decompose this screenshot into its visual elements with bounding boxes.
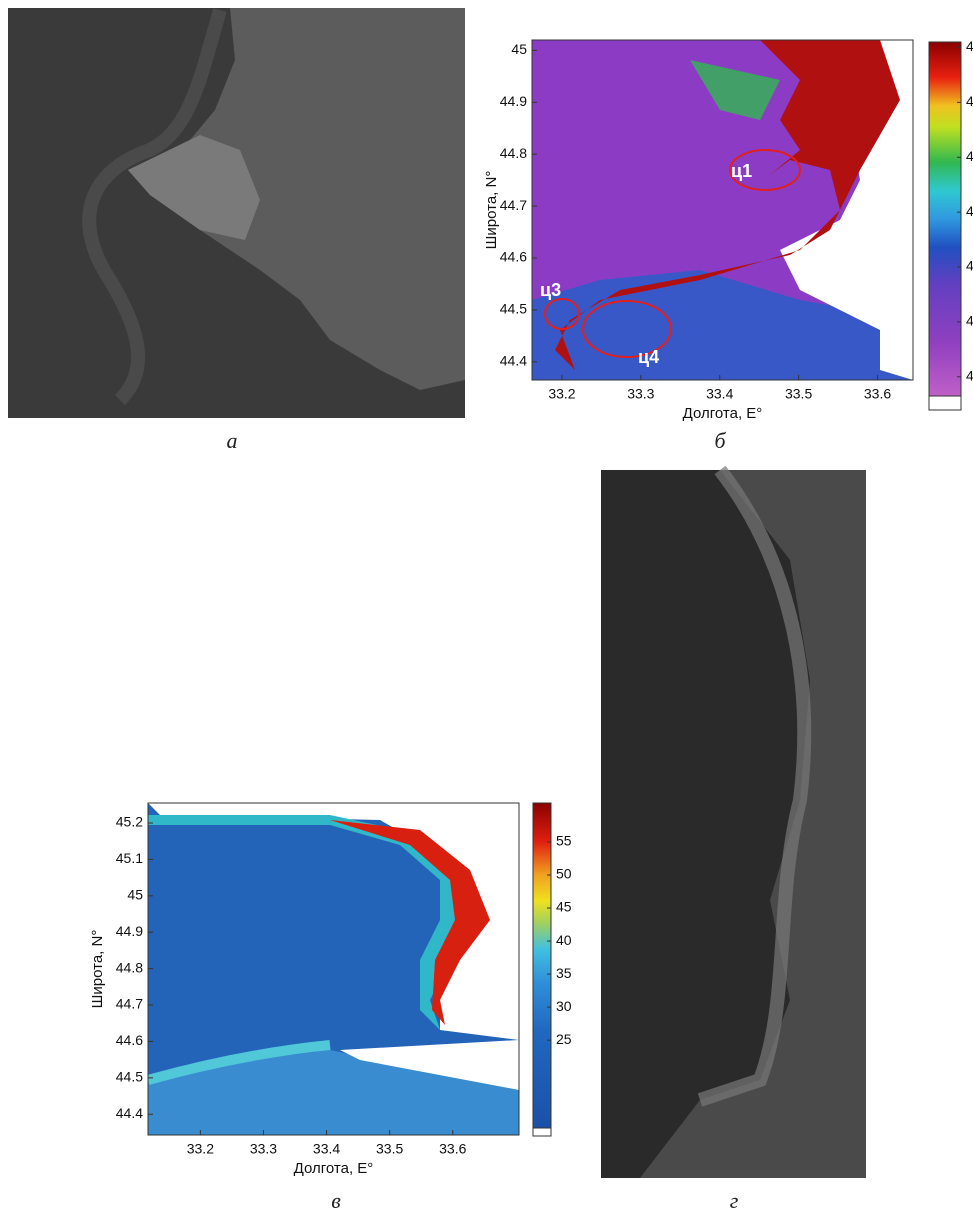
y-tick-label: 44.5 [116,1069,143,1085]
colorbar-tick-label: 25 [556,1031,572,1047]
x-tick-label: 33.4 [706,386,733,402]
satellite-image-d [601,470,866,1178]
y-axis-label: Широта, N° [483,171,500,250]
y-tick-label: 45.1 [116,850,143,866]
y-tick-label: 44.6 [116,1032,143,1048]
x-tick-label: 33.2 [548,386,575,402]
colorbar-tick-label: 43 [966,367,973,383]
y-tick-label: 44.7 [500,197,527,213]
y-tick-label: 44.9 [116,923,143,939]
colorbar-tick-label: 48 [966,93,973,109]
y-tick-label: 44.4 [116,1105,143,1121]
y-tick-label: 44.8 [500,145,527,161]
y-tick-label: 45 [511,41,527,57]
satellite-image-a [8,8,465,418]
y-tick-label: 44.5 [500,301,527,317]
y-tick-label: 45.2 [116,814,143,830]
y-tick-label: 44.6 [500,249,527,265]
annotation: ц4 [638,347,659,367]
x-tick-label: 33.4 [313,1141,340,1157]
panel-label: б [714,428,726,453]
map-b [532,40,913,380]
annotation: ц3 [540,280,561,300]
colorbar-under [533,1128,551,1136]
panel-label: в [331,1188,341,1210]
x-tick-label: 33.6 [864,386,891,402]
figure: а ц1 ц3 ц4 б в г 33.2 33.3 33.4 33.5 33.6 44.… [0,0,973,1210]
x-tick-label: 33.6 [439,1141,466,1157]
y-tick-label: 44.8 [116,959,143,975]
x-tick-label: 33.2 [187,1141,214,1157]
y-tick-label: 44.9 [500,93,527,109]
colorbar-tick-label: 49 [966,38,973,54]
colorbar-tick-label: 55 [556,833,572,849]
x-tick-label: 33.3 [250,1141,277,1157]
annotation: ц1 [731,161,752,181]
colorbar-tick-label: 45 [556,899,572,915]
x-axis-label: Долгота, E° [683,405,763,422]
y-axis-label: Широта, N° [89,930,106,1009]
colorbar-tick-label: 35 [556,965,572,981]
x-axis-label: Долгота, E° [294,1160,374,1177]
colorbar [929,42,961,396]
y-tick-label: 44.4 [500,353,527,369]
page: Figure {"panels": { "a": {"label": "а"},… [0,0,973,1210]
colorbar-under [929,396,961,410]
panel-label: г [730,1188,739,1210]
x-tick-label: 33.5 [376,1141,403,1157]
x-tick-label: 33.3 [627,386,654,402]
colorbar-tick-label: 44 [966,313,973,329]
body: а ц1 ц3 ц4 б в г 33.2 33.3 33.4 33.5 33.6 44.… [0,0,973,1210]
panel-label: а [227,428,238,453]
colorbar-tick-label: 50 [556,866,572,882]
y-tick-label: 44.7 [116,996,143,1012]
colorbar-tick-label: 40 [556,932,572,948]
colorbar-tick-label: 45 [966,258,973,274]
y-tick-label: 45 [127,887,143,903]
x-tick-label: 33.5 [785,386,812,402]
colorbar-tick-label: 30 [556,998,572,1014]
colorbar-tick-label: 46 [966,203,973,219]
map-c [148,803,519,1135]
colorbar-tick-label: 47 [966,148,973,164]
colorbar [533,803,551,1128]
